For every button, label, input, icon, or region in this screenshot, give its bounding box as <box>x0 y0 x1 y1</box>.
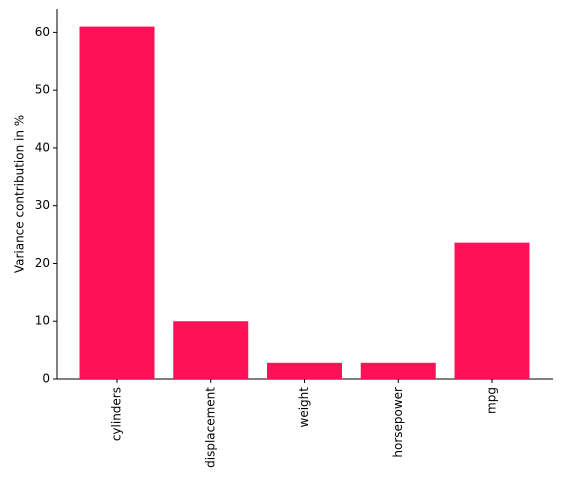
y-tick-label: 10 <box>35 314 50 328</box>
x-tick-label: horsepower <box>391 387 405 458</box>
bar <box>267 362 342 379</box>
x-tick-label: mpg <box>485 387 499 414</box>
x-tick-label: weight <box>297 387 311 428</box>
bar <box>173 321 249 379</box>
y-tick-label: 30 <box>35 198 50 212</box>
y-tick-label: 20 <box>35 256 50 270</box>
bar <box>454 242 530 379</box>
bar <box>79 26 155 379</box>
y-tick-label: 50 <box>35 83 50 97</box>
y-tick-label: 60 <box>35 25 50 39</box>
y-tick-label: 40 <box>35 140 50 154</box>
bar <box>360 362 436 379</box>
y-axis-label: Variance contribution in % <box>13 115 27 273</box>
x-tick-label: displacement <box>203 387 217 468</box>
y-tick-label: 0 <box>42 372 50 386</box>
x-tick-label: cylinders <box>110 387 124 441</box>
